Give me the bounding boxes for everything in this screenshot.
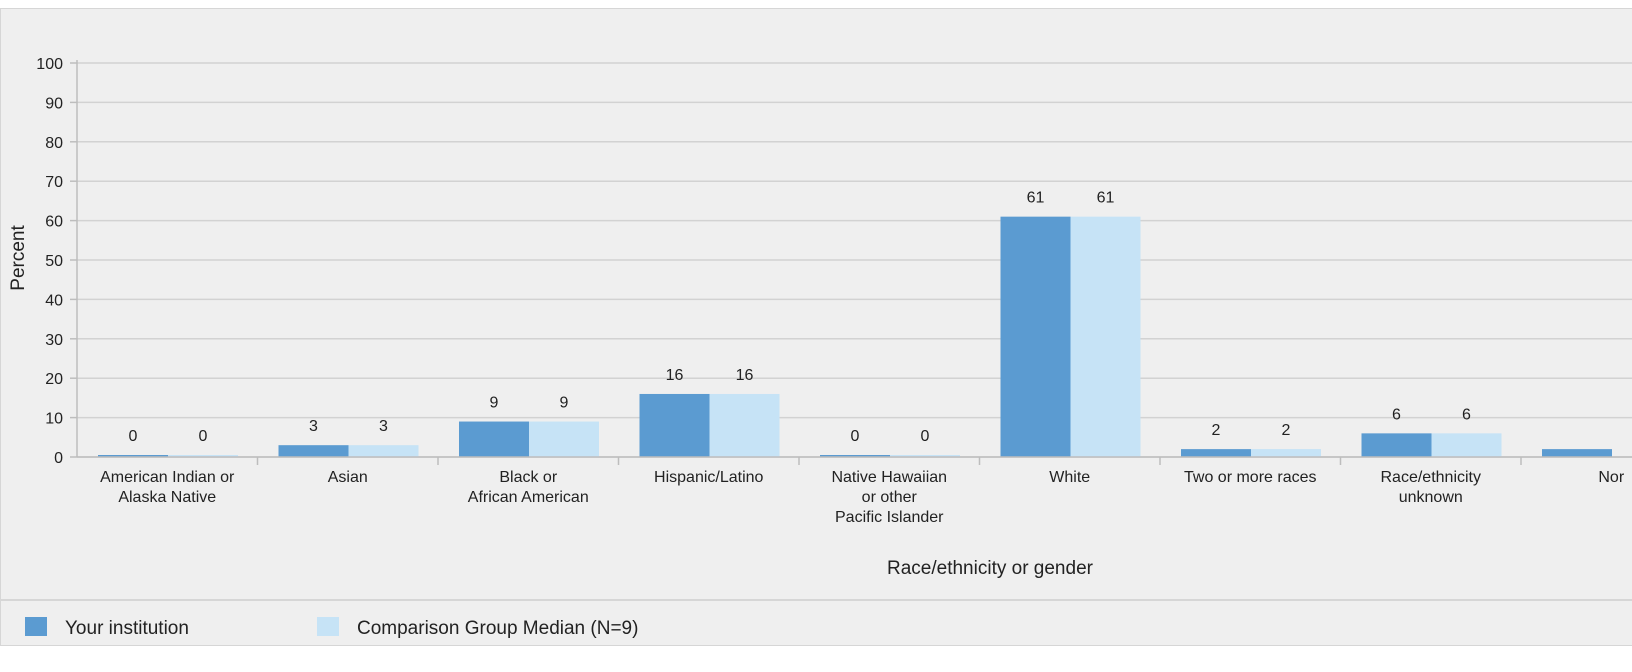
y-tick-label: 40 — [45, 292, 63, 309]
y-tick-label: 50 — [45, 253, 63, 270]
legend: Your institution Comparison Group Median … — [25, 617, 638, 639]
bar — [1070, 216, 1141, 457]
data-label: 3 — [379, 418, 388, 435]
data-label: 0 — [199, 428, 208, 445]
data-label: 3 — [309, 418, 318, 435]
data-label: 2 — [1212, 422, 1221, 439]
data-label: 0 — [129, 428, 138, 445]
x-tick-label: Nor — [1598, 469, 1624, 486]
y-axis-ticks: 0 10 20 30 40 50 60 70 80 90 100 — [36, 56, 78, 467]
x-tick-label: African American — [468, 489, 589, 506]
bar — [98, 455, 168, 457]
y-tick-label: 80 — [45, 135, 63, 152]
legend-swatch — [25, 617, 47, 636]
x-tick-label: American Indian or — [100, 469, 235, 486]
y-tick-label: 10 — [45, 411, 63, 428]
data-label: 6 — [1392, 406, 1401, 423]
bar — [1181, 449, 1251, 457]
legend-swatch — [317, 617, 339, 636]
bar — [1361, 433, 1432, 457]
x-tick-label: White — [1049, 469, 1090, 486]
x-tick-label: Native Hawaiian — [831, 469, 947, 486]
x-tick-label: Asian — [328, 469, 368, 486]
data-label: 9 — [490, 395, 499, 412]
y-tick-label: 70 — [45, 174, 63, 191]
bar — [278, 445, 349, 457]
y-tick-label: 30 — [45, 332, 63, 349]
y-tick-label: 100 — [36, 56, 63, 73]
bar — [1251, 449, 1321, 457]
data-label: 6 — [1462, 406, 1471, 423]
gridlines — [77, 62, 1632, 458]
data-label: 61 — [1027, 190, 1045, 207]
x-tick-label: or other — [862, 489, 918, 506]
data-label: 0 — [851, 428, 860, 445]
bar — [459, 421, 529, 457]
chart-panel — [0, 8, 1632, 646]
data-label: 9 — [560, 395, 569, 412]
legend-label: Your institution — [65, 618, 189, 639]
x-tick-label: Pacific Islander — [835, 509, 944, 526]
x-axis: American Indian or Alaska Native Asian Blac… — [77, 456, 1632, 526]
y-axis-title: Percent — [8, 225, 29, 291]
legend-label: Comparison Group Median (N=9) — [357, 618, 638, 639]
bar — [1431, 433, 1502, 457]
y-tick-label: 60 — [45, 214, 63, 231]
bar — [1542, 449, 1612, 457]
y-tick-label: 0 — [54, 450, 63, 467]
bar — [348, 445, 419, 457]
x-tick-label: Race/ethnicity — [1381, 469, 1482, 486]
bars — [98, 216, 1612, 457]
bar — [529, 421, 599, 457]
data-label: 16 — [666, 367, 684, 384]
bar — [709, 393, 780, 457]
x-tick-label: Hispanic/Latino — [654, 469, 764, 486]
data-labels: 0 3 9 16 0 61 2 6 0 3 9 16 0 61 2 6 — [129, 190, 1472, 445]
bar — [168, 455, 238, 457]
y-tick-label: 20 — [45, 371, 63, 388]
bar — [890, 455, 960, 457]
x-tick-label: unknown — [1399, 489, 1463, 506]
data-label: 61 — [1097, 190, 1115, 207]
data-label: 16 — [736, 367, 754, 384]
x-tick-label: Black or — [499, 469, 557, 486]
y-tick-label: 90 — [45, 95, 63, 112]
data-label: 0 — [921, 428, 930, 445]
x-tick-label: Two or more races — [1184, 469, 1316, 486]
bar — [1000, 216, 1071, 457]
bar — [820, 455, 890, 457]
data-label: 2 — [1282, 422, 1291, 439]
x-axis-title: Race/ethnicity or gender — [887, 558, 1094, 579]
x-tick-label: Alaska Native — [118, 489, 216, 506]
bar — [639, 393, 710, 457]
